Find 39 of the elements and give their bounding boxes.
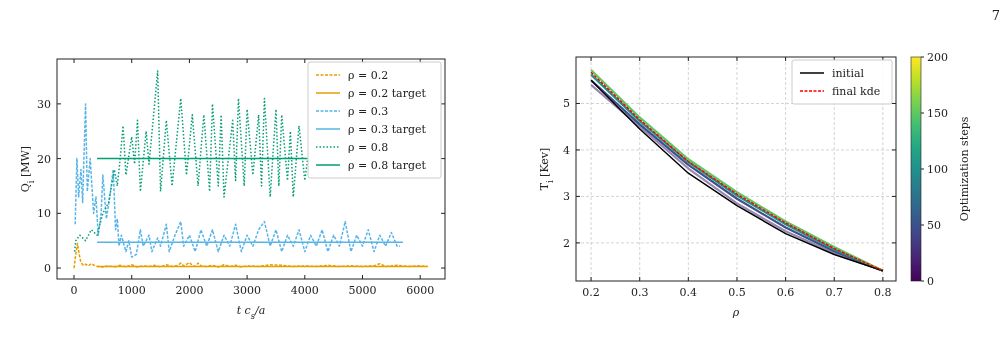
x-tick-label: 0.6	[776, 286, 795, 299]
color-bar-label: 100	[927, 163, 948, 176]
x-tick-label: 4000	[290, 284, 319, 297]
x-tick-label: 0.5	[728, 286, 746, 299]
x-tick-label: 3000	[233, 284, 262, 297]
color-bar-label: 150	[927, 107, 948, 120]
legend-label: ρ = 0.2	[348, 69, 389, 82]
x-tick-label: 0	[70, 284, 78, 297]
x-tick-label: 6000	[406, 284, 435, 297]
x-axis-title: ρ	[731, 306, 740, 319]
y-tick-label: 3	[563, 190, 570, 204]
x-tick-label: 0.2	[582, 286, 600, 299]
x-tick-label: 5000	[348, 284, 377, 297]
color-bar-label: 200	[927, 51, 948, 64]
y-tick-label: 5	[563, 97, 570, 111]
y-tick-label: 10	[37, 207, 51, 221]
legend-label: ρ = 0.8	[348, 141, 389, 154]
x-tick-label: 0.8	[874, 286, 892, 299]
y-tick-label: 30	[37, 97, 51, 111]
x-tick-label: 1000	[117, 284, 146, 297]
color-bar-label: 0	[927, 275, 934, 288]
color-bar-label: 50	[927, 219, 941, 232]
y-tick-label: 0	[44, 262, 51, 276]
legend-label: ρ = 0.3	[348, 105, 389, 118]
y-tick-label: 20	[37, 152, 51, 166]
legend-label: ρ = 0.2 target	[348, 87, 427, 100]
x-tick-label: 0.4	[679, 286, 698, 299]
x-tick-label: 2000	[175, 284, 204, 297]
x-axis-title: t c$_{s}$/a	[236, 304, 266, 321]
legend-label: final kde	[832, 85, 881, 98]
x-tick-label: 0.3	[630, 286, 649, 299]
x-tick-label: 0.7	[825, 286, 843, 299]
color-bar-title: Optimization steps	[958, 116, 971, 222]
y-tick-label: 4	[563, 143, 570, 157]
legend-label: initial	[832, 67, 865, 80]
text: 7	[991, 8, 1000, 23]
legend-label: ρ = 0.8 target	[348, 159, 427, 172]
y-tick-label: 2	[563, 236, 570, 250]
legend-label: ρ = 0.3 target	[348, 123, 427, 136]
